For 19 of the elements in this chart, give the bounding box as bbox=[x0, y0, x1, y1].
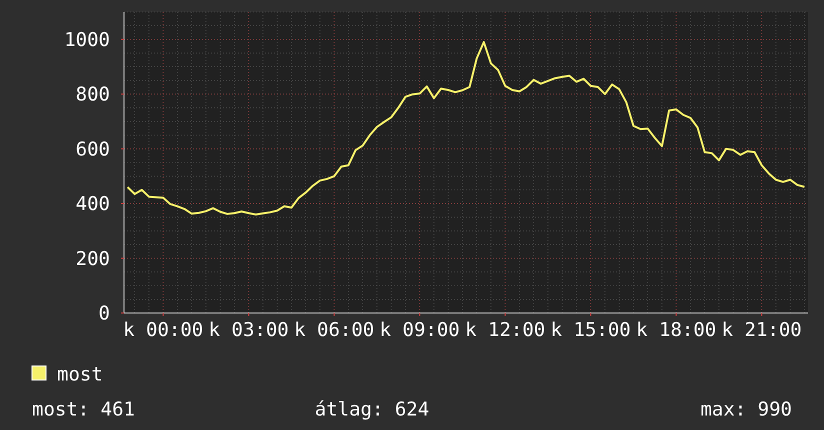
text: átlag: 624 bbox=[314, 398, 430, 421]
legend-label: most bbox=[57, 364, 103, 386]
text: most: 461 bbox=[32, 398, 135, 421]
y-tick-label: 200 bbox=[76, 248, 110, 270]
y-tick-label: 800 bbox=[76, 84, 110, 106]
y-tick-label: 1000 bbox=[64, 29, 110, 52]
x-tick-label: k 00:00 bbox=[123, 319, 204, 341]
y-tick-label: 400 bbox=[76, 193, 110, 216]
y-tick-label: 600 bbox=[76, 138, 110, 160]
x-tick-label: k 12:00 bbox=[465, 319, 546, 341]
x-tick-label: k 06:00 bbox=[294, 319, 374, 341]
y-tick-label: 0 bbox=[98, 302, 110, 325]
x-tick-label: k 21:00 bbox=[722, 319, 802, 341]
x-tick-label: k 09:00 bbox=[380, 319, 460, 341]
x-tick-label: k 15:00 bbox=[550, 319, 631, 341]
x-tick-label: k 18:00 bbox=[636, 319, 716, 341]
line-series bbox=[126, 41, 806, 216]
x-tick-label: k 03:00 bbox=[208, 319, 289, 341]
text: max: 990 bbox=[700, 398, 792, 421]
